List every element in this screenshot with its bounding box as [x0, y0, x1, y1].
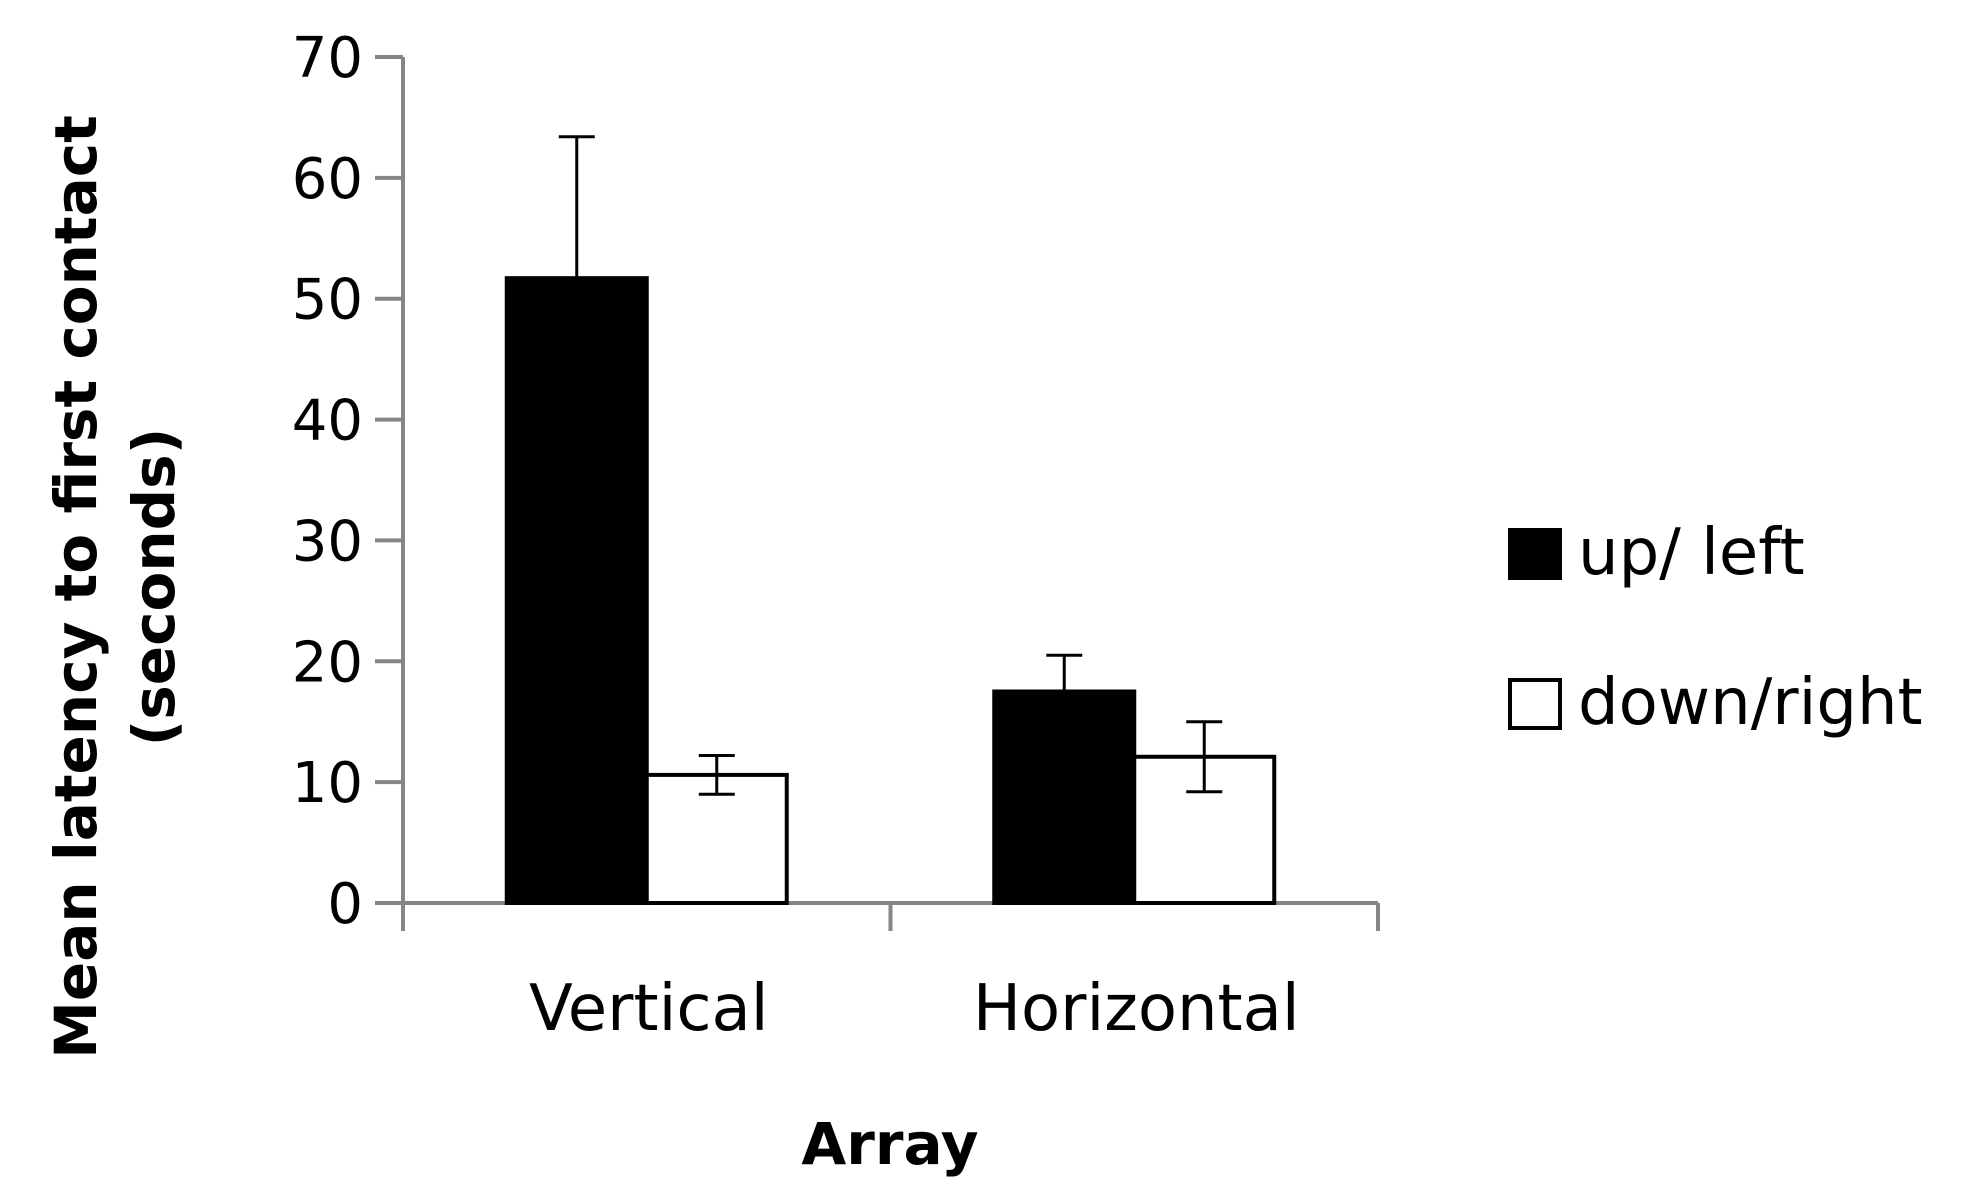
legend-swatch-up-left — [1508, 528, 1562, 580]
error-bars — [558, 135, 1223, 796]
y-axis-title-line2: (seconds) — [120, 428, 188, 746]
y-tick-label: 10 — [292, 751, 363, 816]
y-tick-label: 20 — [292, 630, 363, 695]
y-tick-label: 30 — [292, 509, 363, 574]
legend-item-down-right: down/right — [1508, 666, 1923, 740]
y-tick-label: 70 — [292, 26, 363, 91]
y-tick-label: 60 — [292, 147, 363, 212]
x-category-label: Horizontal — [973, 972, 1300, 1046]
legend-item-up-left: up/ left — [1508, 516, 1805, 590]
y-axis-title-line1: Mean latency to first contact — [42, 115, 110, 1059]
legend: up/ left down/right — [1508, 516, 1923, 740]
bar-down-right — [644, 772, 789, 905]
y-tick-label: 0 — [327, 872, 363, 937]
legend-label-down-right: down/right — [1578, 666, 1923, 740]
legend-swatch-down-right — [1508, 678, 1562, 730]
bars — [504, 276, 1277, 906]
legend-label-up-left: up/ left — [1578, 516, 1805, 590]
y-axis: 0 10 20 30 40 50 60 70 — [292, 26, 405, 937]
y-tick-label: 40 — [292, 389, 363, 454]
bar-up-left — [992, 689, 1137, 905]
x-axis-title: Array — [801, 1110, 978, 1178]
y-tick-label: 50 — [292, 268, 363, 333]
bar-down-right — [1132, 754, 1277, 906]
x-axis: Vertical Horizontal — [401, 901, 1380, 1046]
bar-up-left — [504, 276, 649, 905]
x-category-label: Vertical — [529, 972, 769, 1046]
